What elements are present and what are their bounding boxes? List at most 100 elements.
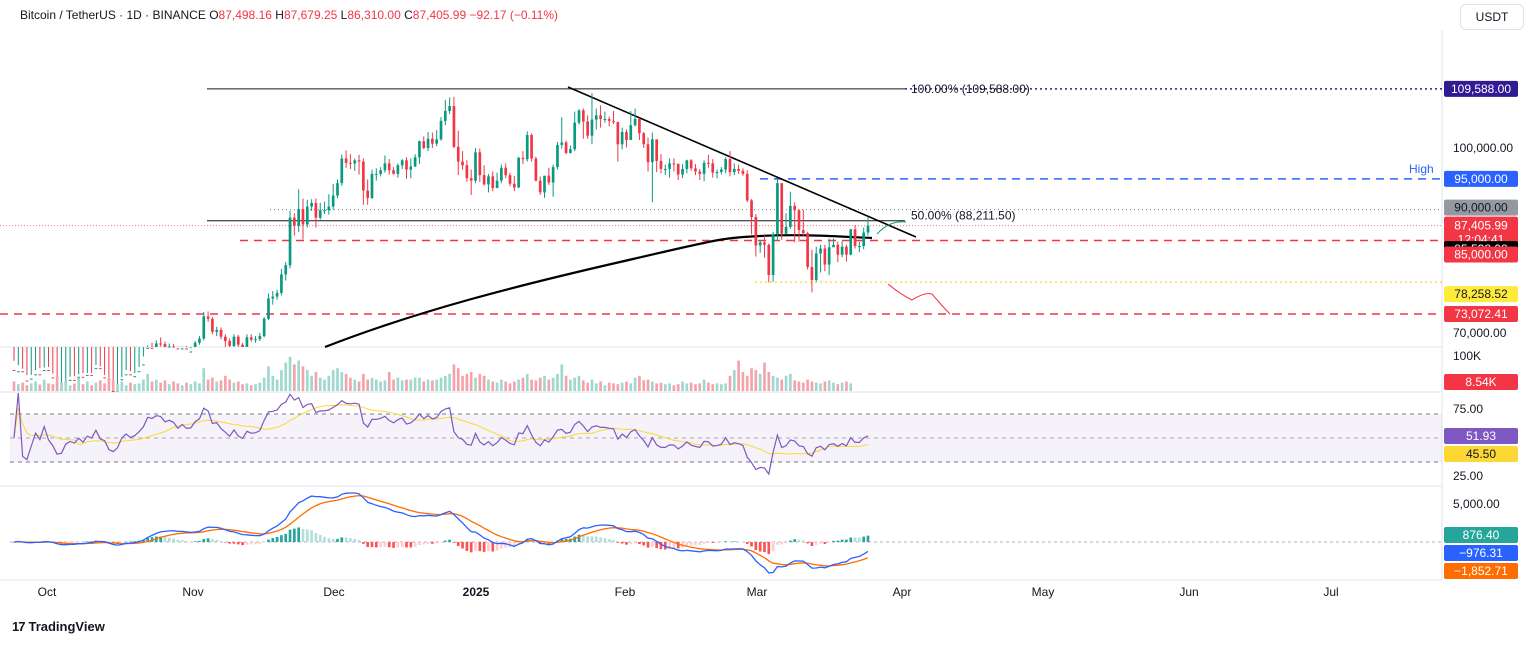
change-value: −92.17 (−0.11%) [469, 8, 559, 22]
candle [245, 334, 249, 347]
macd-hist-bar [297, 527, 301, 542]
candle-body [603, 119, 607, 121]
macd-tick: 5,000.00 [1453, 497, 1500, 511]
candle [379, 167, 382, 177]
candle-body [732, 168, 736, 173]
volume-bar [357, 381, 361, 391]
volume-bar [482, 375, 486, 391]
volume-bar [55, 375, 59, 391]
candle [64, 347, 68, 384]
macd-hist-bar [603, 538, 607, 542]
candle [702, 160, 706, 182]
macd-hist-bar [314, 532, 318, 542]
candle [750, 199, 753, 235]
macd-hist-bar [215, 539, 219, 542]
macd-hist-bar [124, 541, 128, 543]
candle-body [814, 253, 818, 280]
candle-body [262, 318, 266, 337]
volume-bar [745, 375, 749, 391]
volume-bar [16, 384, 20, 391]
candle [866, 217, 870, 236]
candle-body [504, 167, 508, 176]
macd-hist-bar [167, 537, 171, 542]
candle-body [12, 370, 16, 371]
currency-button[interactable]: USDT [1460, 4, 1524, 30]
volume-bar [525, 373, 529, 391]
candle-body [776, 183, 779, 235]
macd-hist-bar [293, 528, 296, 542]
candle [172, 344, 175, 348]
volume-bar [38, 384, 42, 391]
candle [858, 241, 861, 253]
candle-body [47, 370, 50, 371]
candle [724, 157, 728, 174]
macd-hist-bar [318, 534, 322, 542]
candle-body [694, 168, 697, 172]
candle-body [405, 160, 408, 170]
volume-bar [180, 385, 184, 391]
macd-hist-bar [448, 539, 451, 542]
candle [370, 169, 374, 200]
time-tick: 2025 [463, 585, 490, 599]
macd-hist-bar [133, 541, 137, 542]
candle [241, 342, 244, 347]
macd-hist-bar [776, 542, 779, 545]
volume-bar [284, 362, 288, 391]
macd-hist-bar [638, 542, 641, 545]
macd-hist-bar [487, 542, 490, 552]
candle [776, 178, 779, 240]
volume-bar [370, 377, 374, 391]
volume-bar [737, 360, 740, 391]
macd-hist-bar [172, 538, 175, 542]
candle-body [426, 138, 430, 148]
candle [21, 347, 24, 373]
macd-hist-bar [379, 542, 382, 548]
candle [594, 108, 598, 130]
tag-90k-text: 90,000.00 [1454, 201, 1508, 215]
tag-low-text: 78,258.52 [1454, 287, 1508, 301]
macd-hist-bar [193, 541, 197, 542]
volume-bar [810, 381, 814, 391]
tag-rsi-bg [1444, 428, 1518, 444]
macd-hist-bar [819, 542, 822, 544]
macd-hist-bar [668, 542, 671, 549]
candle-body [478, 152, 482, 176]
volume-bar [793, 380, 797, 391]
macd-hist-bar [211, 539, 214, 542]
volume-bar [707, 382, 710, 391]
candle [638, 118, 641, 140]
volume-bar [845, 381, 848, 391]
candle [400, 159, 404, 169]
volume-bar [771, 375, 775, 391]
candle-body [625, 131, 628, 140]
candle [862, 227, 866, 250]
candle-body [448, 106, 451, 111]
candle-body [314, 202, 318, 218]
macd-hist-bar [655, 542, 658, 549]
tag-90k-bg [1444, 199, 1518, 216]
candle [672, 158, 676, 172]
low-label: L [340, 8, 348, 22]
candle [465, 160, 469, 182]
time-tick: Nov [182, 585, 203, 599]
candle-body [702, 162, 706, 174]
macd-hist-bar [797, 539, 801, 542]
candle [392, 167, 395, 175]
candle [133, 347, 137, 378]
candle-body [288, 217, 292, 266]
macd-hist-bar [806, 542, 809, 544]
volume-bar [366, 379, 370, 391]
candle-body [737, 168, 740, 171]
candle [711, 159, 715, 178]
macd-hist-bar [651, 542, 654, 547]
candle [560, 117, 564, 149]
macd-signal-line [13, 494, 869, 567]
macd-hist-bar [163, 537, 167, 542]
candle [551, 164, 555, 197]
candle-body [456, 146, 460, 162]
macd-hist-bar [832, 540, 835, 542]
volume-bar [474, 377, 477, 391]
candle-body [16, 371, 20, 373]
candle [374, 168, 378, 181]
